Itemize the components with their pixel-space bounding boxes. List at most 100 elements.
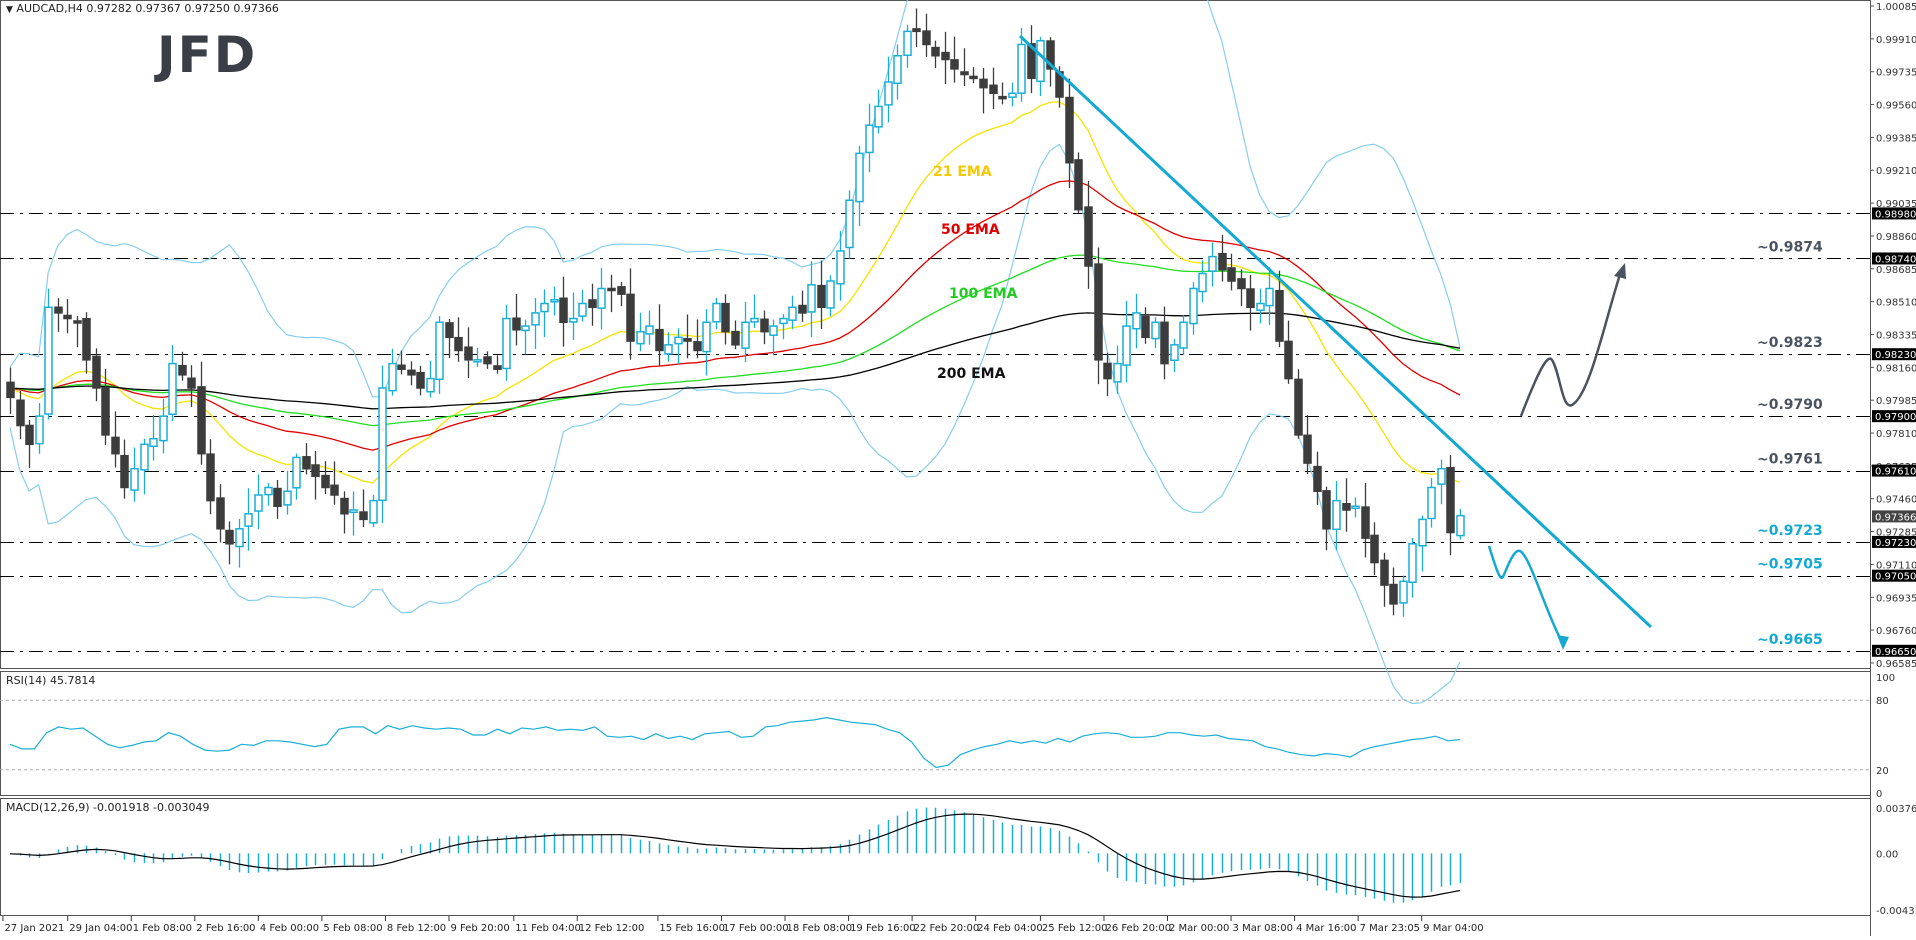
bull-candle xyxy=(292,456,301,489)
bear-candle xyxy=(693,341,702,352)
rsi-tick-label: 80 xyxy=(1876,696,1889,707)
bull-candle xyxy=(645,325,654,335)
bear-candle xyxy=(1380,559,1389,586)
bullish-scenario-arrow xyxy=(1519,267,1624,417)
dropdown-triangle-icon[interactable]: ▼ xyxy=(6,5,13,15)
bull-candle xyxy=(159,415,168,442)
time-label: 2 Mar 00:00 xyxy=(1169,923,1229,934)
bear-candle xyxy=(1342,502,1351,511)
bear-candle xyxy=(1275,289,1284,342)
time-label: 18 Feb 08:00 xyxy=(787,923,853,934)
bear-candle xyxy=(1227,267,1236,282)
bear-candle xyxy=(588,299,597,309)
bear-candle xyxy=(617,286,626,295)
price-tag xyxy=(1872,569,1916,582)
bull-candle xyxy=(855,152,864,203)
price-tag-label: 0.97610 xyxy=(1875,467,1916,478)
bull-candle xyxy=(1456,514,1465,537)
bull-candle xyxy=(44,306,53,415)
bear-candle xyxy=(311,464,320,477)
bear-candle xyxy=(445,322,454,339)
price-tick-label: 0.98335 xyxy=(1876,330,1916,341)
price-tick-label: 0.96585 xyxy=(1876,659,1916,670)
time-label: 19 Feb 16:00 xyxy=(850,923,916,934)
bull-candle xyxy=(531,312,540,326)
bull-candle xyxy=(1351,505,1360,509)
time-label: 8 Feb 12:00 xyxy=(387,923,446,934)
bear-candle xyxy=(464,346,473,361)
time-label: 26 Feb 20:00 xyxy=(1105,923,1171,934)
bull-candle xyxy=(435,321,444,381)
bull-candle xyxy=(1189,287,1198,325)
bull-candle xyxy=(1399,580,1408,604)
bull-candle xyxy=(1332,499,1341,531)
bear-candle xyxy=(817,284,826,309)
bear-candle xyxy=(321,474,330,489)
bull-candle xyxy=(750,317,759,323)
bear-candle xyxy=(512,317,521,331)
time-label: 22 Feb 20:00 xyxy=(914,923,980,934)
bull-candle xyxy=(149,437,158,448)
bull-candle xyxy=(1437,467,1446,485)
bull-candle xyxy=(244,513,253,527)
time-label: 4 Feb 00:00 xyxy=(260,923,319,934)
price-tick-label: 0.97110 xyxy=(1876,560,1916,571)
price-tick-label: 0.99210 xyxy=(1876,166,1916,177)
time-label: 15 Feb 16:00 xyxy=(659,923,725,934)
bull-candle xyxy=(521,325,530,332)
price-tick-label: 0.97285 xyxy=(1876,528,1916,539)
price-tick-label: 0.98510 xyxy=(1876,298,1916,309)
bear-candle xyxy=(626,293,635,342)
bear-candle xyxy=(92,355,101,389)
jfd-logo: JFD xyxy=(157,26,258,84)
candlesticks xyxy=(6,8,1465,617)
bear-candle xyxy=(1313,465,1322,492)
level-label: ~0.9823 xyxy=(1757,335,1823,351)
price-tick-label: 0.96760 xyxy=(1876,626,1916,637)
time-label: 25 Feb 12:00 xyxy=(1042,923,1108,934)
bear-candle xyxy=(206,453,215,502)
bull-candle xyxy=(702,321,711,353)
bear-candle xyxy=(454,336,463,352)
price-tick-label: 0.99385 xyxy=(1876,133,1916,144)
bear-candle xyxy=(798,304,807,314)
bull-candle xyxy=(1017,43,1026,94)
bull-candle xyxy=(836,250,845,285)
bull-candle xyxy=(1198,272,1207,293)
macd-signal-line xyxy=(9,813,1461,898)
price-tag xyxy=(1872,252,1916,265)
bear-candle xyxy=(216,497,225,530)
bull-candle xyxy=(1408,543,1417,583)
bear-candle xyxy=(931,46,940,57)
time-label: 24 Feb 04:00 xyxy=(977,923,1043,934)
bear-candle xyxy=(340,497,349,515)
bull-candle xyxy=(35,415,44,445)
time-label: 9 Feb 20:00 xyxy=(450,923,509,934)
price-tag-label: 0.97050 xyxy=(1875,572,1916,583)
trendline[interactable] xyxy=(1018,34,1653,629)
level-labels: ~0.9874 ~0.9823 ~0.9790 ~0.9761 ~0.9723 ~0.97… xyxy=(1757,239,1823,647)
downtrend-line[interactable] xyxy=(1018,34,1653,629)
bull-candle xyxy=(569,317,578,323)
bear-candle xyxy=(1284,340,1293,380)
price-tick-label: 0.98160 xyxy=(1876,363,1916,374)
bear-candle xyxy=(197,386,206,455)
bull-candle xyxy=(130,467,139,491)
bear-candle xyxy=(1218,252,1227,271)
price-tag-label: 0.96650 xyxy=(1875,647,1916,658)
bull-candle xyxy=(1208,255,1217,272)
time-label: 9 Mar 04:00 xyxy=(1423,923,1483,934)
bear-candle xyxy=(922,30,931,46)
price-tag xyxy=(1872,510,1916,523)
bull-candle xyxy=(826,280,835,309)
time-axis[interactable]: 27 Jan 2021 29 Jan 04:00 1 Feb 08:00 2 Feb … xyxy=(2,916,1484,934)
bull-candle xyxy=(712,302,721,323)
time-label: 2 Feb 16:00 xyxy=(196,923,255,934)
price-axis[interactable]: 1.00085 0.99910 0.99735 0.99560 0.99385 0.992… xyxy=(1870,0,1916,936)
bear-candle xyxy=(731,330,740,346)
bull-candle xyxy=(426,377,435,393)
time-label: 29 Jan 04:00 xyxy=(69,923,132,934)
ema-label: 50 EMA xyxy=(941,222,1000,238)
